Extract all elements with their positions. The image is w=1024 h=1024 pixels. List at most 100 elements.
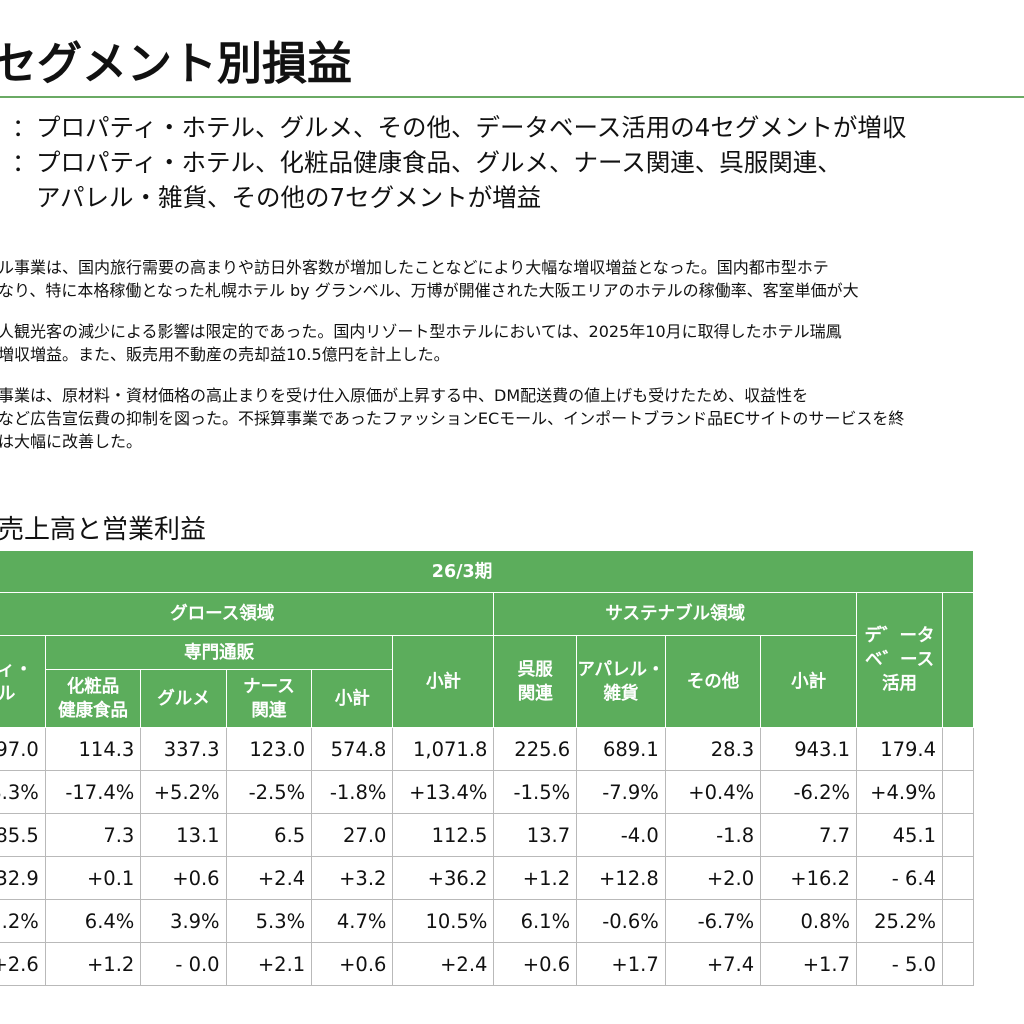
- col-sustainable-subtotal: 小計: [760, 635, 858, 728]
- col-database: デ゛ータ ベ゛ース 活用: [856, 592, 944, 728]
- col-kimono-line: 呉服: [517, 659, 553, 680]
- paragraph-mailorder: 事業は、原材料・資材価格の高止まりを受け仕入原価が上昇する中、DM配送費の値上げ…: [0, 384, 1024, 453]
- title-divider: [0, 96, 1024, 98]
- col-apparel: アパレル・ 雑貨: [576, 635, 666, 728]
- table-cell: +1.2: [493, 856, 578, 900]
- table-cell: -4.0: [576, 813, 666, 857]
- page-title: セグメント別損益: [0, 37, 353, 90]
- table-cell: 4.7%: [311, 899, 394, 943]
- table-row: -32.9+0.1+0.6+2.4+3.2+36.2+1.2+12.8+2.0+…: [0, 856, 974, 900]
- table-cell: 123.0: [225, 727, 313, 771]
- table-cell-cutoff: [942, 770, 974, 814]
- table-row: 7.2%6.4%3.9%5.3%4.7%10.5%6.1%-0.6%-6.7%0…: [0, 899, 974, 943]
- table-cell: 689.1: [576, 727, 666, 771]
- col-nurse-line: 関連: [251, 700, 287, 721]
- table-cell: +0.1: [44, 856, 142, 900]
- table-row: +2.6+1.2- 0.0+2.1+0.6+2.4+0.6+1.7+7.4+1.…: [0, 942, 974, 986]
- bullet-text: プロパティ・ホテル、化粧品健康食品、グルメ、ナース関連、呉服関連、: [36, 148, 842, 177]
- mailorder-header: 専門通販: [44, 635, 394, 670]
- col-growth-subtotal: 小計: [392, 635, 495, 728]
- table-cell: -6.2%: [760, 770, 858, 814]
- table-cell-cutoff: [942, 727, 974, 771]
- table-cell: 6.5: [225, 813, 313, 857]
- table-row: 397.0114.3337.3123.0574.81,071.8225.6689…: [0, 727, 974, 771]
- table-cell: -17.4%: [44, 770, 142, 814]
- table-cell: -7.9%: [576, 770, 666, 814]
- col-mailorder-subtotal: 小計: [311, 669, 394, 728]
- table-cell: 225.6: [493, 727, 578, 771]
- table-cell: 337.3: [140, 727, 227, 771]
- table-cell: -6.7%: [664, 899, 762, 943]
- bullet-line: ：プロパティ・ホテル、グルメ、その他、データベース活用の4セグメントが増収: [12, 110, 1024, 145]
- table-cell: 25.2%: [856, 899, 944, 943]
- paragraph-line: は大幅に改善した。: [0, 432, 143, 451]
- growth-header: グロース領域: [0, 592, 495, 636]
- table-cell: 943.1: [760, 727, 858, 771]
- col-kimono-line: 関連: [517, 683, 553, 704]
- table-cell: 13.1: [140, 813, 227, 857]
- table-cell: - 0.0: [140, 942, 227, 986]
- table-cell: 6.1%: [493, 899, 578, 943]
- col-property-line: パティ・: [0, 659, 33, 680]
- paragraph-line: 事業は、原材料・資材価格の高止まりを受け仕入原価が上昇する中、DM配送費の値上げ…: [0, 386, 809, 405]
- table-cell: -0.6%: [576, 899, 666, 943]
- col-cosmetics-line: 健康食品: [58, 700, 129, 721]
- table-cell: 8.3%: [0, 770, 46, 814]
- table-cell: +12.8: [576, 856, 666, 900]
- table-cell-cutoff: [942, 813, 974, 857]
- bullet-line: アパレル・雑貨、その他の7セグメントが増益: [12, 180, 1024, 215]
- bullet-colon: ：: [12, 148, 37, 177]
- col-nurse-line: ナース: [243, 676, 295, 697]
- table-cell-cutoff: [942, 942, 974, 986]
- col-other: その他: [664, 635, 762, 728]
- paragraph-line: 増収増益。また、販売用不動産の売却益10.5億円を計上した。: [0, 345, 450, 364]
- table-cell: +0.6: [140, 856, 227, 900]
- table-cell: 28.3: [664, 727, 762, 771]
- table-cell: +1.2: [44, 942, 142, 986]
- col-property-hotel: パティ・ テル: [0, 635, 46, 728]
- table-row: 185.57.313.16.527.0112.513.7-4.0-1.87.74…: [0, 813, 974, 857]
- table-cell: 7.7: [760, 813, 858, 857]
- table-cell: +2.4: [225, 856, 313, 900]
- table-cell: +3.2: [311, 856, 394, 900]
- bullet-text: プロパティ・ホテル、グルメ、その他、データベース活用の4セグメントが増収: [36, 113, 907, 142]
- col-cosmetics: 化粧品 健康食品: [44, 669, 142, 728]
- table-cell: 7.3: [44, 813, 142, 857]
- table-cell: +0.6: [311, 942, 394, 986]
- table-cell: +2.1: [225, 942, 313, 986]
- table-cell: 5.3%: [225, 899, 313, 943]
- table-cell: 114.3: [44, 727, 142, 771]
- table-cell: +0.4%: [664, 770, 762, 814]
- table-cell: +0.6: [493, 942, 578, 986]
- table-cell: +7.4: [664, 942, 762, 986]
- col-gourmet: グルメ: [140, 669, 227, 728]
- paragraph-line: 人観光客の減少による影響は限定的であった。国内リゾート型ホテルにおいては、202…: [0, 322, 842, 341]
- paragraph-line: ル事業は、国内旅行需要の高まりや訪日外客数が増加したことなどにより大幅な増収増益…: [0, 258, 829, 277]
- table-cell: - 5.0: [856, 942, 944, 986]
- table-cell: +1.7: [576, 942, 666, 986]
- table-cell: 0.8%: [760, 899, 858, 943]
- table-body: 397.0114.3337.3123.0574.81,071.8225.6689…: [0, 727, 974, 986]
- col-cutoff: [942, 592, 974, 728]
- table-cell: -1.8%: [311, 770, 394, 814]
- col-apparel-line: 雑貨: [603, 683, 639, 704]
- table-cell: 574.8: [311, 727, 394, 771]
- table-cell: +1.7: [760, 942, 858, 986]
- col-database-line: ベ゛ース: [864, 650, 935, 670]
- table-cell: +2.6: [0, 942, 46, 986]
- table-cell: -32.9: [0, 856, 46, 900]
- table-cell: 1,071.8: [392, 727, 495, 771]
- table-cell: 45.1: [856, 813, 944, 857]
- col-nurse: ナース 関連: [225, 669, 313, 728]
- col-database-line: 活用: [882, 674, 918, 694]
- section-heading: 売上高と営業利益: [0, 515, 207, 545]
- bullet-line: ：プロパティ・ホテル、化粧品健康食品、グルメ、ナース関連、呉服関連、: [12, 145, 1024, 180]
- table-cell: 7.2%: [0, 899, 46, 943]
- table-cell: 397.0: [0, 727, 46, 771]
- table-cell: +2.4: [392, 942, 495, 986]
- col-property-line: テル: [0, 683, 16, 704]
- segment-table-wrapper: 26/3期 グロース領域 サステナブル領域 デ゛ータ ベ゛ース 活用 パティ・ …: [0, 550, 1024, 1024]
- table-cell: -2.5%: [225, 770, 313, 814]
- table-cell: 27.0: [311, 813, 394, 857]
- table-cell: -1.5%: [493, 770, 578, 814]
